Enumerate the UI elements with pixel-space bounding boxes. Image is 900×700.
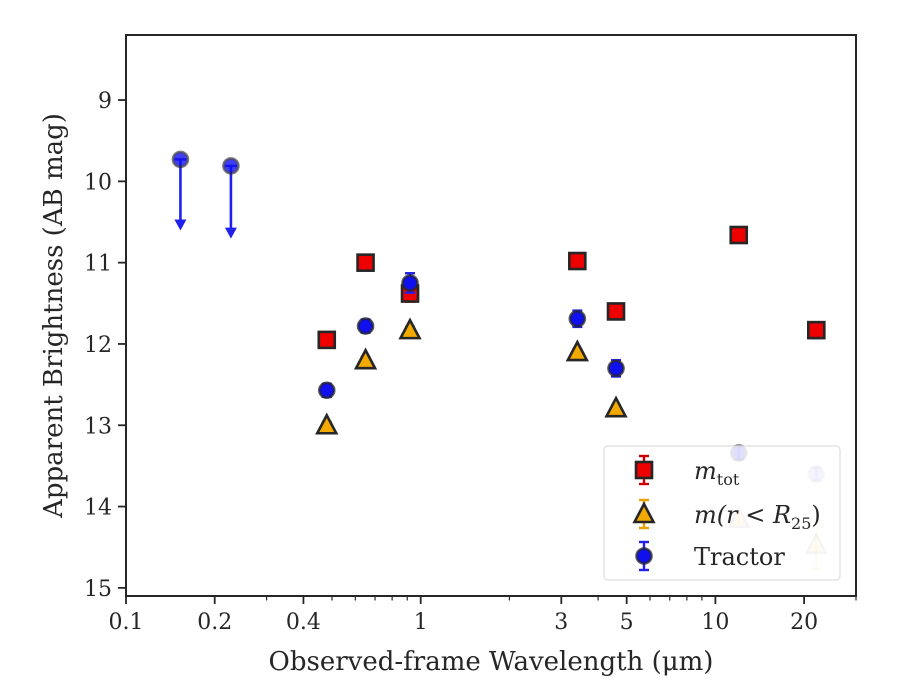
legend-marker-m_r25 [632, 501, 656, 524]
data-point-m_r25 [604, 395, 628, 418]
legend-label-main: m [694, 457, 717, 485]
x-tick-label: 3 [554, 610, 568, 635]
x-axis-label: Observed-frame Wavelength (μm) [269, 647, 714, 677]
legend-box [603, 445, 841, 581]
data-point-m_r25 [398, 317, 422, 340]
legend-entry-m_r25: m(r < R25) [632, 498, 821, 533]
data-point-m_tot [568, 251, 587, 271]
y-tick-label: 14 [84, 496, 112, 521]
y-tick-label: 12 [84, 333, 112, 358]
y-axis-label: Apparent Brightness (AB mag) [39, 113, 69, 519]
data-point-m_r25 [315, 412, 339, 435]
upper-limit-arrow-head [224, 227, 237, 239]
legend-label-subscript: tot [717, 470, 740, 489]
series-m_tot [317, 225, 826, 350]
legend-label: mtot [694, 457, 740, 489]
data-point-m_tot [317, 330, 337, 350]
legend-label-main: m(r < R [694, 501, 791, 529]
legend-entry-m_tot: mtot [634, 454, 740, 489]
x-tick-label: 0.4 [286, 610, 321, 635]
data-point-tractor [222, 157, 240, 175]
x-tick-label: 1 [414, 610, 428, 635]
y-tick-label: 13 [84, 414, 112, 439]
data-point-tractor [607, 359, 625, 378]
data-point-m_tot [606, 302, 626, 321]
x-tick-label: 0.2 [197, 610, 232, 635]
data-point-tractor [317, 381, 336, 400]
data-point-tractor [356, 317, 375, 335]
plot-frame [125, 34, 857, 597]
data-point-m_tot [807, 320, 826, 340]
data-point-m_tot [356, 253, 375, 272]
legend-label: m(r < R25) [694, 501, 821, 533]
legend-entry-tractor: Tractor [635, 540, 785, 572]
x-tick-label: 5 [620, 610, 634, 635]
y-tick-label: 15 [84, 577, 112, 602]
legend-marker-tractor [635, 547, 653, 565]
legend-label-subscript: 25 [791, 514, 811, 533]
legend: mtot m(r < R25) Tractor [603, 445, 841, 581]
legend-marker-m_tot [634, 460, 654, 480]
data-point-m_r25 [353, 347, 378, 370]
x-tick-label: 0.1 [109, 610, 144, 635]
x-tick-label: 10 [701, 610, 729, 635]
data-point-m_tot [729, 225, 749, 245]
data-point-m_r25 [565, 339, 589, 362]
upper-limit-arrow-head [174, 219, 187, 231]
legend-label: Tractor [694, 543, 785, 571]
legend-label-main: Tractor [694, 543, 785, 571]
data-point-tractor [568, 309, 587, 328]
data-point-tractor [401, 274, 419, 292]
y-tick-label: 10 [84, 170, 112, 195]
x-tick-label: 20 [790, 610, 818, 635]
y-tick-label: 9 [98, 89, 112, 114]
legend-label-tail: ) [811, 501, 820, 529]
y-tick-label: 11 [84, 252, 112, 277]
data-point-tractor [171, 150, 190, 169]
